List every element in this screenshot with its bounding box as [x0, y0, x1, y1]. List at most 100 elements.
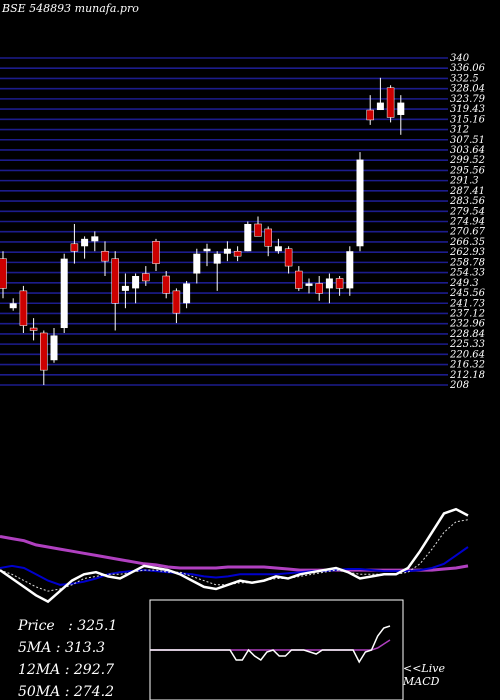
candle-body	[19, 290, 28, 326]
candle-body	[356, 159, 364, 247]
candle-body	[223, 248, 231, 254]
ma-dotted-line	[0, 519, 469, 592]
y-tick-label: 283.56	[449, 196, 486, 207]
stat-12ma: 12MA : 292.7	[18, 662, 114, 678]
y-tick-label: 270.67	[449, 227, 486, 238]
y-tick-label: 241.73	[449, 298, 485, 309]
candle	[284, 246, 293, 274]
y-tick-label: 274.94	[449, 217, 485, 228]
candle	[274, 238, 282, 254]
candle	[386, 85, 395, 123]
candle	[101, 241, 109, 276]
candle-body	[193, 253, 201, 274]
candle	[397, 95, 405, 135]
candle	[121, 273, 129, 309]
y-tick-label: 328.04	[450, 84, 485, 95]
candle-body	[142, 273, 150, 282]
y-tick-label: 291.3	[449, 176, 479, 187]
candle	[233, 246, 242, 262]
y-tick-label: 262.93	[449, 247, 485, 258]
candle	[29, 318, 38, 341]
candle	[40, 330, 48, 385]
y-tick-label: 336.06	[450, 63, 486, 74]
y-tick-label: 332.5	[450, 73, 479, 84]
moving-average-lines	[0, 507, 469, 604]
candle-body	[295, 270, 303, 289]
y-tick-label: 232.96	[449, 319, 486, 330]
y-tick-label: 225.33	[449, 339, 485, 350]
candle-body	[335, 278, 344, 289]
candle	[254, 216, 262, 237]
y-tick-label: 303.64	[450, 145, 485, 156]
stat-price-value: 325.1	[77, 618, 118, 634]
y-tick-label: 287.41	[449, 186, 485, 197]
candle-body	[40, 332, 48, 371]
candle-body	[29, 327, 38, 331]
candle	[19, 285, 28, 333]
candle-body	[203, 248, 211, 252]
candle	[295, 266, 303, 291]
candle	[0, 251, 7, 299]
y-tick-label: 279.54	[449, 206, 485, 217]
y-tick-label: 312	[450, 125, 469, 136]
candle-body	[9, 303, 17, 309]
candle-body	[376, 102, 384, 111]
candle	[305, 278, 313, 294]
candle	[91, 231, 99, 252]
candle-body	[0, 258, 7, 289]
candle	[152, 238, 160, 272]
stat-price: Price : 325.1	[18, 618, 118, 634]
y-tick-label: 340	[450, 53, 470, 64]
candle-body	[397, 102, 405, 115]
candle	[244, 221, 252, 252]
y-tick-label: 220.64	[449, 349, 485, 360]
candle	[346, 246, 354, 296]
candle-body	[172, 290, 181, 314]
y-tick-label: 254.33	[449, 268, 485, 279]
y-tick-label: 237.12	[449, 308, 485, 319]
candle-body	[244, 223, 252, 252]
y-tick-label: 295.56	[449, 165, 486, 176]
macd-line	[150, 625, 391, 664]
candle-body	[284, 248, 293, 267]
candle-body	[183, 283, 191, 304]
y-tick-label: 212.18	[449, 370, 485, 381]
y-tick-label: 228.84	[449, 329, 485, 340]
candle	[111, 251, 119, 331]
y-tick-label: 249.3	[449, 278, 479, 289]
ma-blue-line	[0, 546, 469, 586]
candle-body	[152, 241, 160, 264]
candle-body	[274, 246, 282, 252]
candle	[183, 280, 191, 309]
candle	[142, 266, 150, 286]
candle-body	[386, 87, 395, 118]
stat-price-label: Price	[18, 618, 55, 634]
candle-body	[325, 278, 333, 289]
y-axis-tick-labels: 340336.06332.5328.04323.79319.43315.1631…	[449, 53, 486, 391]
stat-50ma: 50MA : 274.2	[18, 684, 114, 700]
candle-body	[132, 276, 140, 289]
live-macd-link[interactable]: <<Live	[403, 662, 445, 675]
candle-body	[121, 285, 129, 291]
candle	[132, 273, 140, 304]
candle	[60, 253, 68, 333]
stat-12ma-label: 12MA	[18, 662, 61, 678]
y-tick-label: 266.35	[449, 237, 485, 248]
stat-5ma-value: 313.3	[64, 640, 106, 656]
macd-panel-caption: <<Live MACD	[403, 662, 445, 688]
candle	[223, 241, 231, 262]
candle-body	[81, 238, 89, 247]
y-tick-label: 323.79	[450, 94, 486, 105]
candle	[376, 77, 384, 111]
candlestick-series	[0, 77, 405, 385]
candle-body	[233, 250, 242, 257]
candle	[366, 95, 374, 125]
stat-50ma-label: 50MA	[18, 684, 61, 700]
candle-body	[254, 223, 262, 237]
candle	[335, 276, 344, 296]
y-tick-label: 315.16	[450, 114, 486, 125]
candle-body	[50, 335, 58, 361]
candle	[172, 288, 181, 324]
candle	[193, 248, 201, 284]
macd-lines	[150, 625, 391, 664]
